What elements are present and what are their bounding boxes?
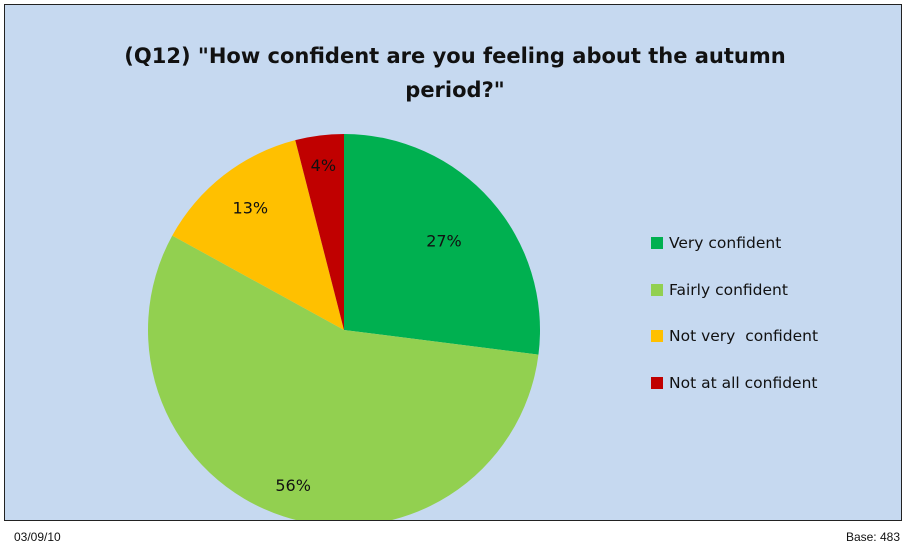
chart-area: (Q12) "How confident are you feeling abo…	[4, 4, 902, 521]
data-label-not-very-confident: 13%	[233, 199, 269, 218]
chart-legend: Very confident Fairly confident Not very c…	[651, 234, 818, 420]
legend-swatch	[651, 237, 663, 249]
legend-swatch	[651, 376, 663, 389]
footer-base: Base: 483	[845, 530, 900, 544]
legend-label: Very confident	[669, 234, 782, 252]
legend-swatch	[651, 283, 663, 296]
legend-label: Not very confident	[669, 327, 819, 345]
legend-item: Fairly confident	[651, 281, 818, 299]
data-label-very-confident: 27%	[426, 231, 462, 250]
pie-slice-fairly-confident	[148, 235, 539, 520]
legend-swatch	[651, 330, 663, 342]
data-label-not-at-all-confident: 4%	[311, 156, 336, 175]
chart-frame: (Q12) "How confident are you feeling abo…	[4, 4, 902, 544]
pie-slice-very-confident	[344, 134, 540, 355]
pie-slice-not-at-all-confident	[295, 134, 344, 330]
legend-label: Not at all confident	[669, 373, 818, 392]
footer-date: 03/09/10	[14, 530, 61, 544]
legend-item: Not at all confident	[651, 374, 818, 392]
chart-title: (Q12) "How confident are you feeling abo…	[45, 39, 865, 107]
pie-slice-not-very-confident	[172, 140, 344, 330]
pie-chart: 27% 56% 13% 4%	[148, 134, 540, 520]
legend-label: Fairly confident	[669, 280, 788, 299]
data-label-fairly-confident: 56%	[275, 476, 311, 495]
chart-title-line-1: (Q12) "How confident are you feeling abo…	[124, 44, 786, 68]
chart-title-line-2: period?"	[405, 78, 505, 102]
legend-item: Not very confident	[651, 327, 818, 345]
legend-item: Very confident	[651, 234, 818, 252]
